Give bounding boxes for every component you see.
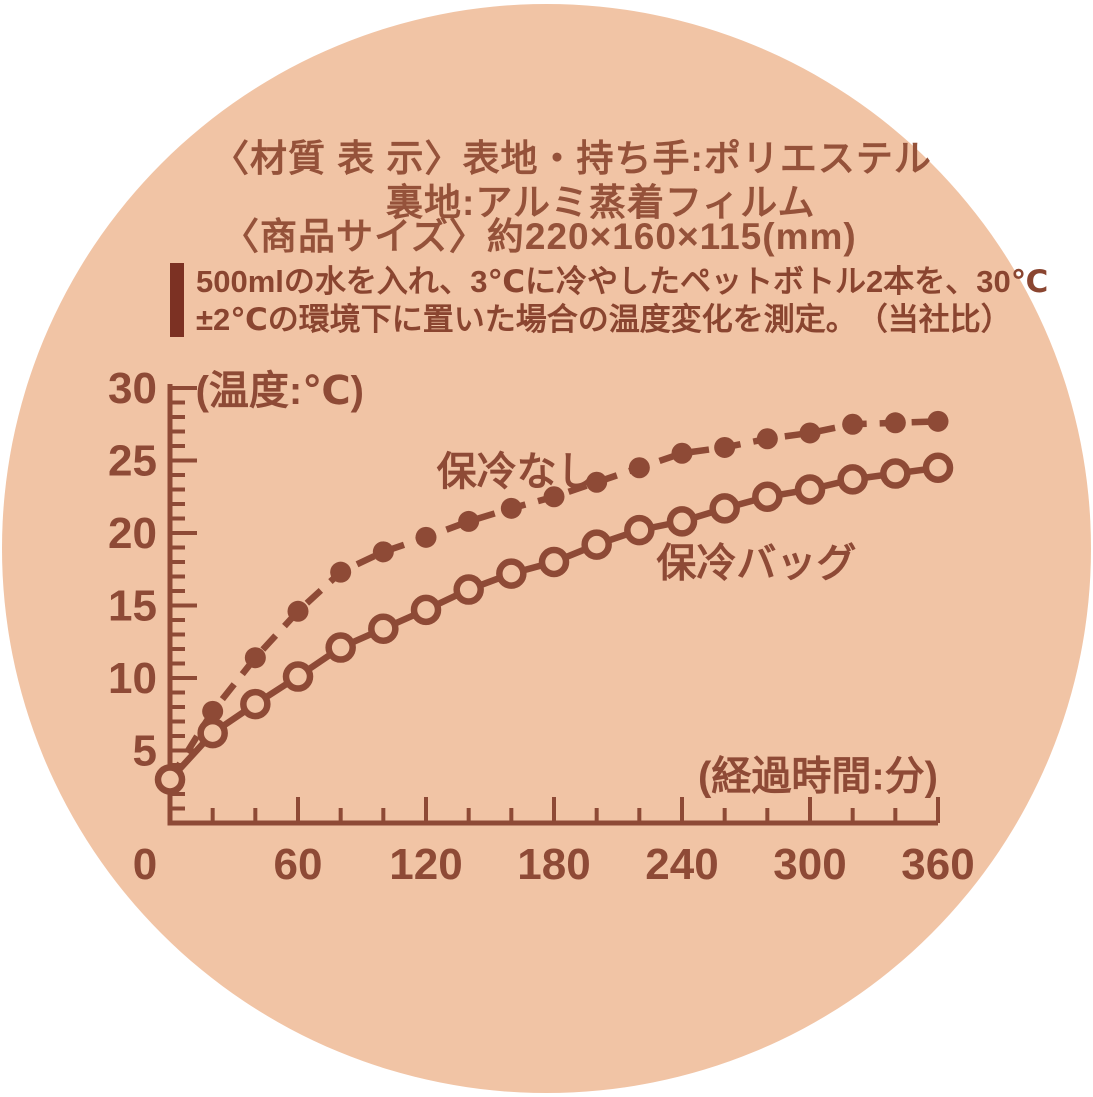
- svg-text:30: 30: [108, 364, 157, 413]
- note-text-line1: 500mlの水を入れ、3℃に冷やしたペットボトル2本を、30℃: [196, 264, 1049, 299]
- svg-text:5: 5: [133, 727, 157, 776]
- test-note: 500mlの水を入れ、3℃に冷やしたペットボトル2本を、30℃ ±2℃の環境下に…: [170, 263, 1048, 339]
- filled-dot-marker: [543, 486, 565, 508]
- filled-dot-marker: [244, 647, 266, 669]
- svg-text:300: 300: [773, 840, 846, 889]
- filled-dot-marker: [628, 457, 650, 479]
- y-tick-labels: 5 10 15 20 25 30: [108, 364, 157, 776]
- filled-dot-marker: [287, 600, 309, 622]
- filled-dot-marker: [372, 541, 394, 563]
- open-circle-marker: [880, 458, 911, 489]
- filled-dot-marker: [714, 436, 736, 458]
- note-accent-bar: [170, 263, 184, 337]
- filled-dot-marker: [842, 413, 864, 435]
- note-text: 500mlの水を入れ、3℃に冷やしたペットボトル2本を、30℃ ±2℃の環境下に…: [196, 263, 1048, 339]
- open-circle-marker: [709, 493, 740, 524]
- x-tick-labels: 0 60 120 180 240 300 360: [133, 840, 975, 889]
- filled-dot-marker: [884, 412, 906, 434]
- filled-dot-marker: [671, 442, 693, 464]
- series-1-solid-line: [154, 452, 954, 795]
- filled-dot-marker: [500, 497, 522, 519]
- open-circle-marker: [538, 546, 570, 578]
- open-circle-marker: [368, 613, 399, 644]
- svg-text:240: 240: [645, 840, 718, 889]
- filled-dot-marker: [202, 700, 224, 722]
- series-label-0: 保冷なし: [437, 450, 597, 494]
- y-axis-title: (温度:℃): [196, 369, 364, 413]
- open-circle-marker: [154, 764, 186, 795]
- open-circle-marker: [410, 594, 442, 626]
- open-circle-marker: [922, 452, 954, 483]
- open-circle-marker: [794, 474, 826, 505]
- svg-text:360: 360: [901, 840, 974, 889]
- filled-dot-marker: [458, 510, 480, 532]
- svg-text:20: 20: [108, 509, 157, 558]
- size-info: 〈商品サイズ〉約220×160×115(mm): [222, 216, 857, 257]
- svg-text:15: 15: [108, 582, 157, 631]
- open-circle-marker: [325, 632, 356, 663]
- open-circle-marker: [453, 574, 484, 605]
- svg-text:60: 60: [274, 840, 323, 889]
- filled-dot-marker: [756, 428, 778, 450]
- open-circle-marker: [282, 661, 314, 692]
- svg-text:10: 10: [108, 654, 157, 703]
- open-circle-marker: [240, 688, 271, 720]
- material-info-line2: 裏地:アルミ蒸着フィルム: [386, 182, 816, 223]
- series-0-dashed-line: [167, 410, 949, 782]
- filled-dot-marker: [330, 561, 352, 583]
- filled-dot-marker: [415, 526, 437, 548]
- open-circle-marker: [752, 481, 783, 512]
- open-circle-marker: [837, 464, 868, 495]
- svg-text:0: 0: [133, 840, 157, 889]
- filled-dot-marker: [799, 422, 821, 444]
- open-circle-marker: [197, 717, 228, 749]
- open-circle-marker: [666, 506, 698, 537]
- filled-dot-marker: [586, 471, 608, 493]
- x-axis-ticks: [210, 797, 940, 823]
- open-circle-marker: [624, 514, 655, 546]
- material-info-line1: 〈材質 表 示〉表地・持ち手:ポリエステル: [212, 138, 932, 179]
- filled-dot-marker: [927, 410, 949, 432]
- svg-text:180: 180: [517, 840, 590, 889]
- x-axis-title: (経過時間:分): [698, 755, 938, 799]
- note-text-line2: ±2℃の環境下に置いた場合の温度変化を測定。 （当社比）: [196, 302, 1012, 337]
- svg-text:25: 25: [108, 437, 157, 486]
- open-circle-marker: [581, 529, 612, 560]
- series-label-1: 保冷バッグ: [656, 542, 856, 586]
- open-circle-marker: [496, 558, 527, 589]
- svg-text:120: 120: [389, 840, 462, 889]
